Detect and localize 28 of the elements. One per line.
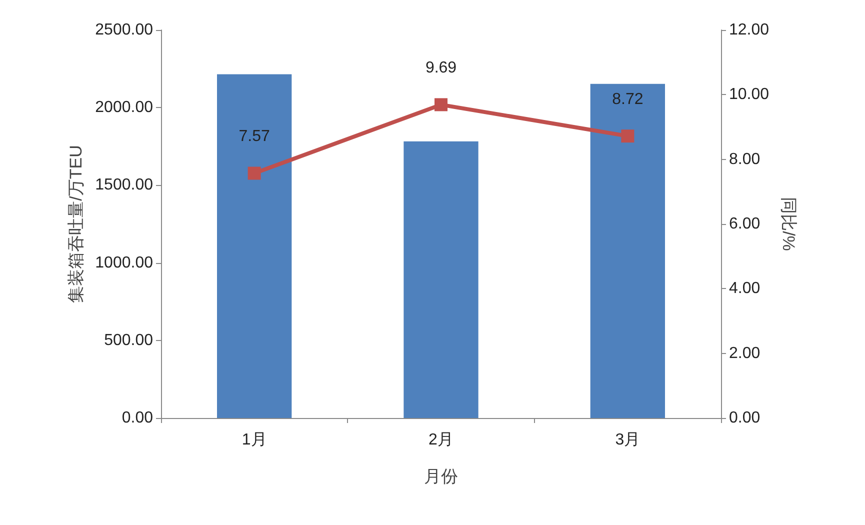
y-tick-label: 2500.00 (95, 22, 154, 38)
point (434, 98, 448, 112)
y2-tick-label: 6.00 (729, 216, 760, 232)
data-label: 8.72 (612, 91, 644, 108)
y-tick-label: 500.00 (104, 332, 154, 349)
x-tick-label: 1月 (242, 432, 267, 448)
x-tick-label: 3月 (615, 432, 640, 448)
y2-tick-label: 2.00 (729, 344, 760, 362)
data-label: 7.57 (238, 128, 270, 146)
y-tick-label: 1500.00 (95, 176, 154, 194)
y2-axis-title: 同比/% (778, 197, 798, 251)
y-tick-label: 0.00 (122, 410, 154, 426)
x-tick-label: 2月 (428, 432, 454, 448)
bar (217, 74, 292, 418)
y2-tick-label: 4.00 (729, 280, 760, 298)
point (248, 166, 261, 180)
y2-tick-label: 0.00 (729, 410, 760, 426)
y2-tick-label: 8.00 (729, 150, 760, 168)
point (621, 130, 634, 143)
bar (404, 141, 478, 418)
y2-tick-label: 10.00 (729, 86, 770, 104)
x-axis-title: 月份 (424, 467, 458, 486)
y-axis-title: 集装箱吞吐量/万TEU (66, 145, 86, 303)
data-label: 9.69 (425, 60, 457, 77)
bar (590, 84, 665, 418)
y-tick-label: 2000.00 (95, 99, 154, 116)
y-tick-label: 1000.00 (95, 254, 154, 272)
y2-tick-label: 12.00 (729, 22, 770, 38)
